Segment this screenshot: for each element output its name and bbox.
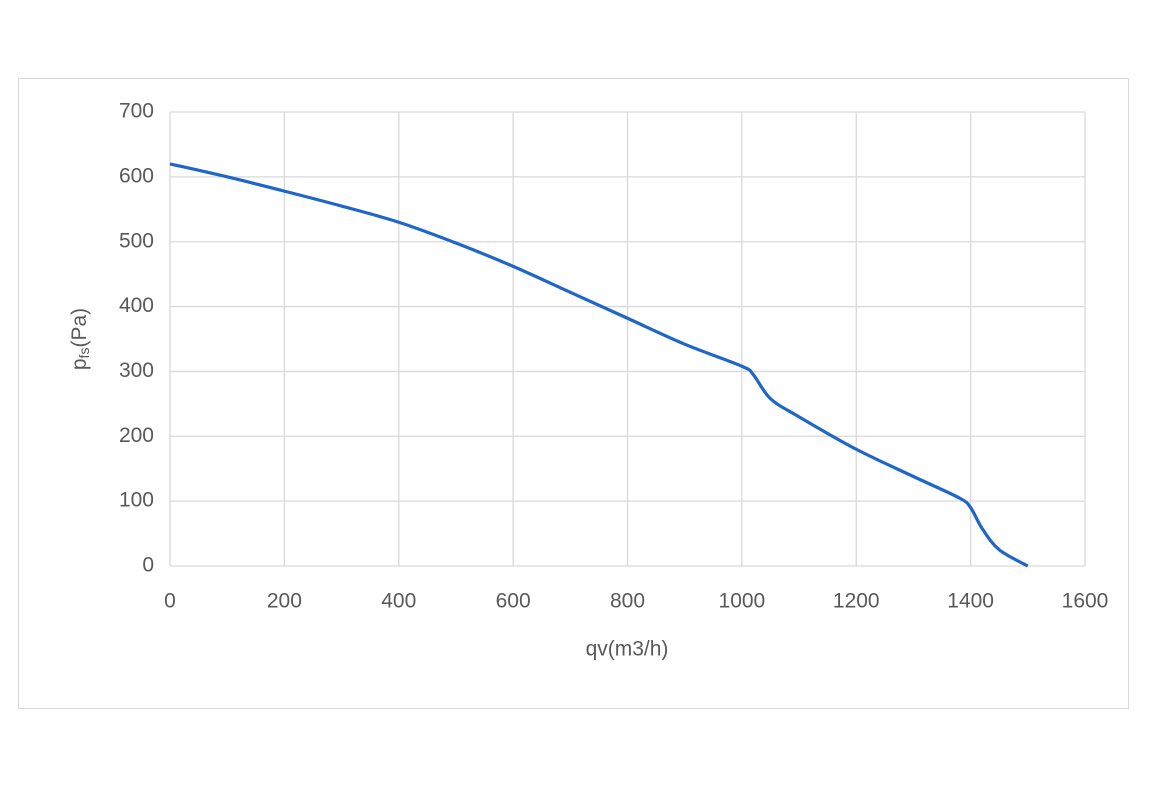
x-tick-label: 800 bbox=[610, 590, 645, 613]
x-tick-label: 1000 bbox=[719, 590, 766, 613]
y-label-subscript: fs bbox=[76, 348, 92, 359]
y-tick-label: 700 bbox=[119, 100, 154, 123]
y-axis-label: pfs(Pa) bbox=[68, 308, 92, 370]
x-tick-label: 1400 bbox=[947, 590, 994, 613]
x-tick-label: 0 bbox=[164, 590, 176, 613]
x-tick-label: 1600 bbox=[1062, 590, 1109, 613]
x-tick-label: 200 bbox=[267, 590, 302, 613]
y-label-base: p bbox=[68, 358, 91, 370]
x-tick-label: 400 bbox=[381, 590, 416, 613]
y-tick-label: 200 bbox=[119, 424, 154, 447]
data-line bbox=[169, 162, 1029, 568]
x-tick-label: 1200 bbox=[833, 590, 880, 613]
y-tick-label: 400 bbox=[119, 294, 154, 317]
x-axis-label: qv(m3/h) bbox=[586, 638, 669, 661]
chart-frame bbox=[18, 78, 1129, 709]
y-tick-label: 500 bbox=[119, 229, 154, 252]
y-tick-label: 600 bbox=[119, 164, 154, 187]
y-label-suffix: (Pa) bbox=[68, 308, 91, 348]
x-tick-label: 600 bbox=[496, 590, 531, 613]
y-tick-label: 100 bbox=[119, 489, 154, 512]
y-tick-label: 300 bbox=[119, 359, 154, 382]
y-tick-label: 0 bbox=[142, 554, 154, 577]
